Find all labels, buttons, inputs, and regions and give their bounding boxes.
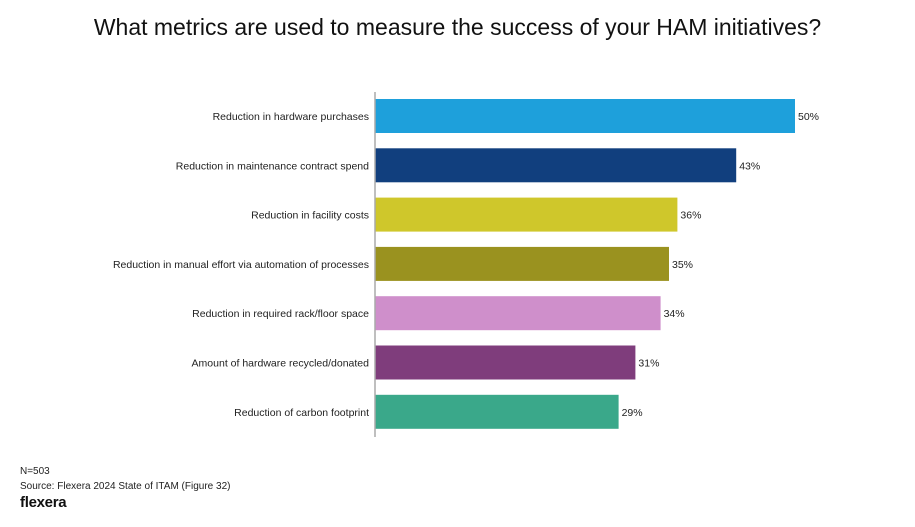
- chart-title: What metrics are used to measure the suc…: [93, 14, 822, 40]
- category-label: Reduction in facility costs: [251, 210, 369, 222]
- category-label: Reduction of carbon footprint: [234, 407, 369, 419]
- value-label: 35%: [672, 259, 693, 271]
- bar: [375, 296, 661, 331]
- bar: [375, 246, 669, 281]
- value-label: 36%: [680, 210, 701, 222]
- flexera-logo: flexera: [20, 494, 67, 511]
- value-label: 43%: [739, 160, 760, 172]
- value-label: 31%: [638, 358, 659, 370]
- bar: [375, 394, 619, 429]
- bar: [375, 148, 737, 183]
- category-label: Reduction in hardware purchases: [213, 111, 369, 123]
- category-label: Reduction in required rack/floor space: [192, 308, 369, 320]
- bar: [375, 99, 795, 133]
- source-note: Source: Flexera 2024 State of ITAM (Figu…: [20, 481, 231, 492]
- value-label: 34%: [664, 308, 685, 320]
- bar: [375, 197, 678, 232]
- category-label: Reduction in manual effort via automatio…: [113, 259, 369, 271]
- value-label: 29%: [622, 407, 643, 419]
- category-label: Amount of hardware recycled/donated: [192, 358, 370, 370]
- sample-size: N=503: [20, 466, 50, 477]
- category-label: Reduction in maintenance contract spend: [176, 160, 369, 172]
- bar: [375, 345, 636, 380]
- value-label: 50%: [798, 111, 819, 123]
